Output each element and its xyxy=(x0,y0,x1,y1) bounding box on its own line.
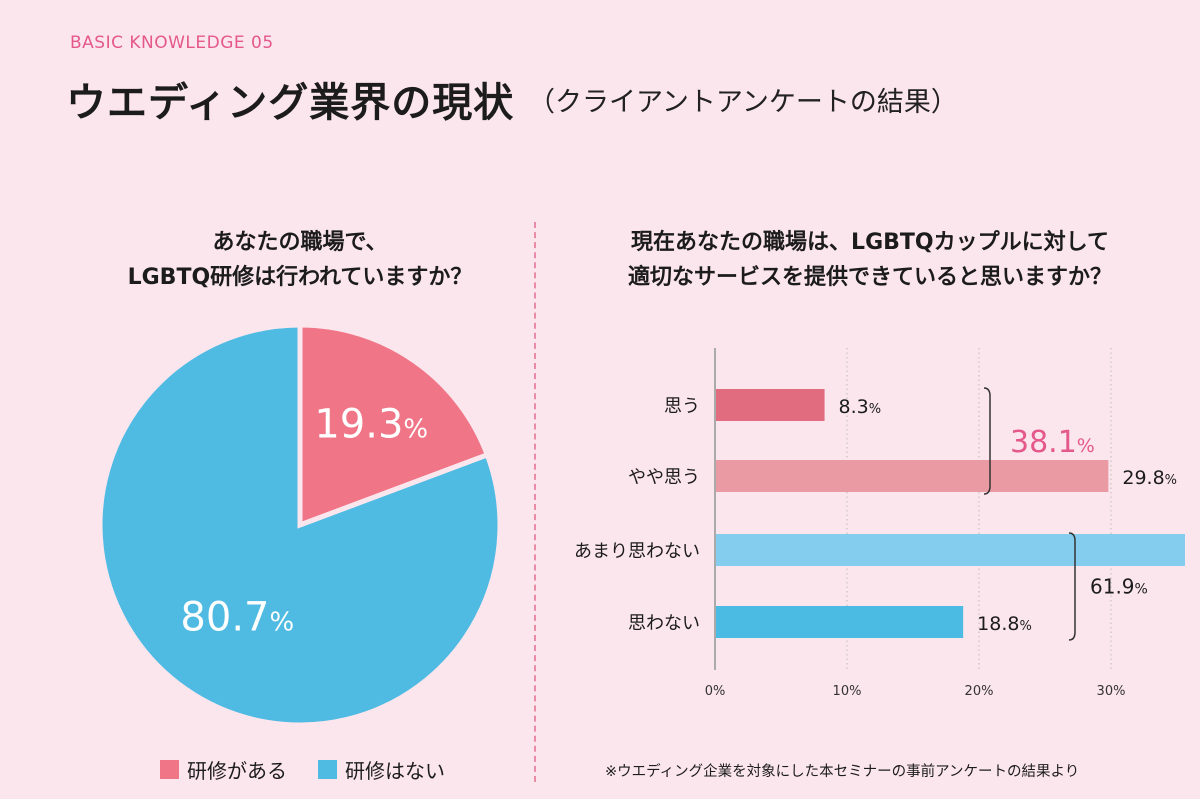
legend-swatch-blue xyxy=(318,760,337,779)
category-label: あまり思わない xyxy=(574,541,700,562)
column-divider xyxy=(534,222,536,782)
legend-label-training-yes: 研修がある xyxy=(187,759,287,783)
page-subtitle: （クライアントアンケートの結果） xyxy=(528,87,958,118)
x-tick-label: 30% xyxy=(1097,684,1126,699)
group-total-label: 38.1% xyxy=(1010,425,1095,460)
bar-value-label: 29.8% xyxy=(1122,467,1177,489)
x-tick-label: 0% xyxy=(705,684,726,699)
bar-chart: 0%10%20%30%40%50%思う8.3%やや思う29.8%あまり思わない4… xyxy=(574,348,1185,699)
group-total-label: 61.9% xyxy=(1090,575,1148,599)
pie-question-line-1: あなたの職場で、 xyxy=(212,230,388,255)
pie-slice-label-2: 80.7% xyxy=(180,594,294,640)
kicker: BASIC KNOWLEDGE 05 xyxy=(70,33,274,53)
bar-2 xyxy=(716,460,1109,492)
bar-1 xyxy=(716,389,825,421)
category-label: 思う xyxy=(664,396,700,417)
pie-slice-label-1: 19.3% xyxy=(314,401,428,447)
bar-question: 現在あなたの職場は、LGBTQカップルに対して 適切なサービスを提供できていると… xyxy=(545,225,1195,295)
page-title: ウエディング業界の現状 xyxy=(66,80,515,126)
legend-item-training-yes: 研修がある xyxy=(160,755,287,784)
bar-question-line-1: 現在あなたの職場は、LGBTQカップルに対して xyxy=(631,230,1109,255)
pie-question-line-2: LGBTQ研修は行われていますか？ xyxy=(127,265,473,290)
category-label: やや思う xyxy=(628,467,700,488)
pie-slice-1 xyxy=(297,322,491,529)
legend-item-training-no: 研修はない xyxy=(318,755,445,784)
bar-3 xyxy=(716,534,1185,566)
pie-question: あなたの職場で、 LGBTQ研修は行われていますか？ xyxy=(70,225,530,295)
footnote: ※ウエディング企業を対象にした本セミナーの事前アンケートの結果より xyxy=(605,764,1080,780)
bar-value-label: 8.3% xyxy=(839,396,882,418)
legend-swatch-pink xyxy=(160,760,179,779)
bar-value-label: 18.8% xyxy=(977,613,1032,635)
bar-4 xyxy=(716,606,964,638)
x-tick-label: 20% xyxy=(965,684,994,699)
pie-chart: 19.3% 80.7% xyxy=(97,322,503,728)
legend-label-training-no: 研修はない xyxy=(345,759,445,783)
bar-question-line-2: 適切なサービスを提供できていると思いますか？ xyxy=(627,265,1112,290)
group-bracket xyxy=(1068,532,1076,641)
x-tick-label: 10% xyxy=(833,684,862,699)
pie-slice-2 xyxy=(97,322,503,728)
group-bracket xyxy=(983,387,991,495)
category-label: 思わない xyxy=(628,613,700,634)
